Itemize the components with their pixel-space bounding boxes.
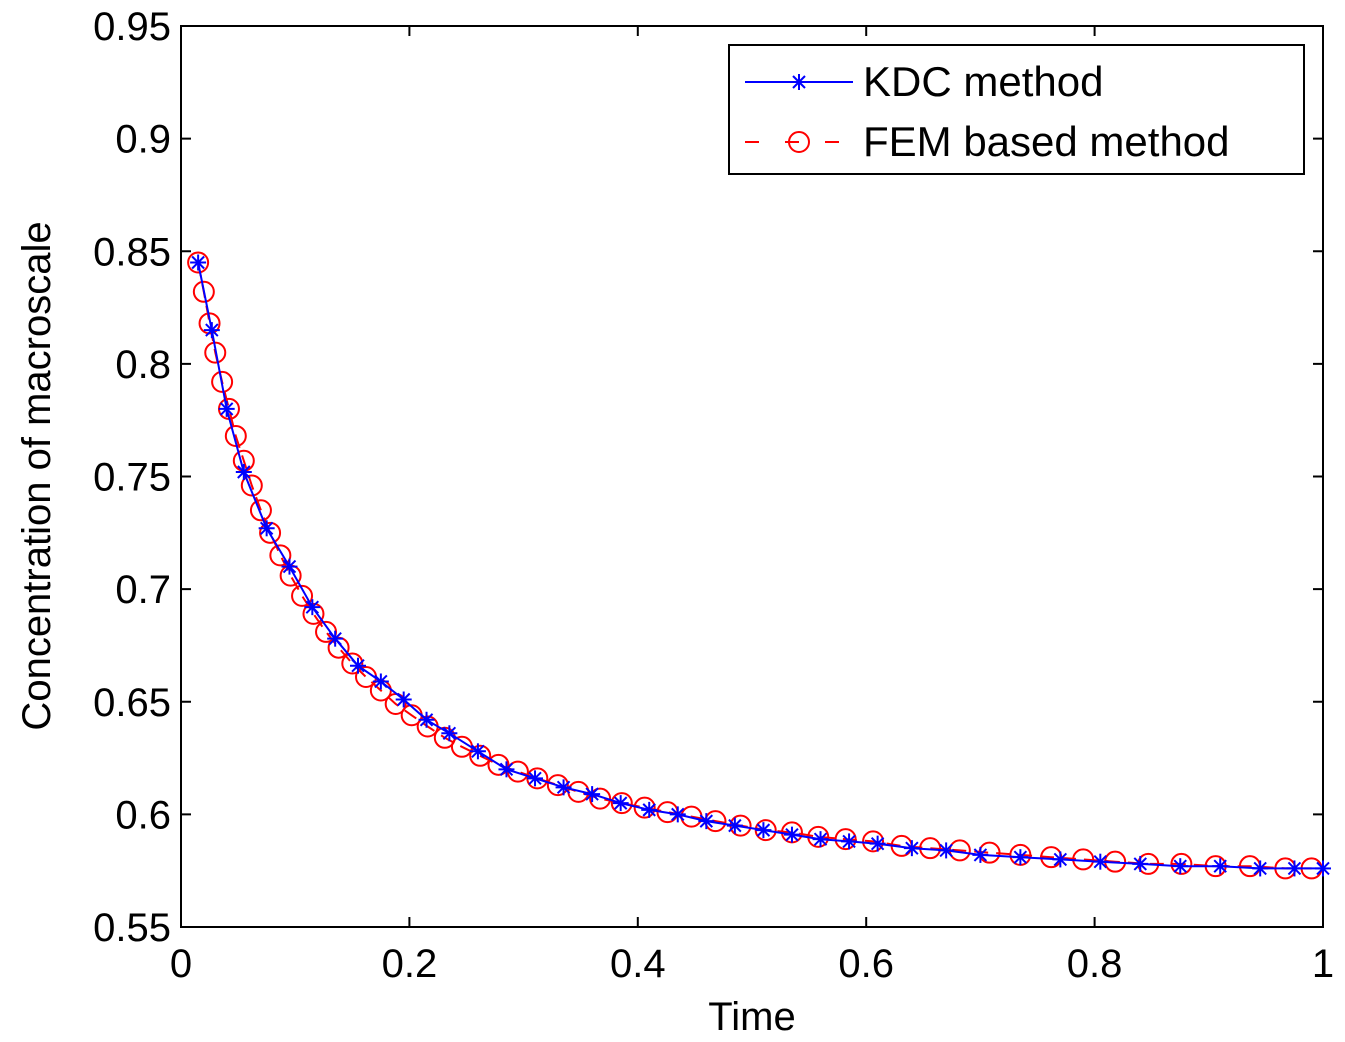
legend-box (728, 44, 1305, 175)
kdc-point (641, 801, 658, 818)
kdc-point (812, 831, 829, 848)
kdc-point (469, 743, 486, 760)
kdc-point (203, 322, 220, 339)
fem-point (211, 370, 234, 393)
kdc-point (1092, 853, 1109, 870)
kdc-point (972, 846, 989, 863)
y-tick-label: 0.85 (93, 230, 171, 274)
kdc-point (498, 761, 515, 778)
kdc-point (1212, 858, 1229, 875)
fem-point (187, 251, 210, 274)
kdc-point (584, 786, 601, 803)
fem-point (192, 280, 215, 303)
fem-point (341, 652, 364, 675)
kdc-point (281, 558, 298, 575)
kdc-point (938, 842, 955, 859)
y-tick-label: 0.7 (115, 568, 171, 612)
kdc-point (327, 630, 344, 647)
kdc-point (783, 826, 800, 843)
kdc-point (235, 463, 252, 480)
fem-point (302, 602, 325, 625)
fem-point (259, 521, 282, 544)
legend-fem-label: FEM based method (863, 118, 1230, 165)
x-tick-label: 0 (170, 942, 192, 986)
kdc-point (1315, 860, 1331, 877)
y-tick-label: 0.75 (93, 456, 171, 500)
kdc-point (903, 840, 920, 857)
kdc-point (350, 657, 367, 674)
fem-point (249, 499, 272, 522)
x-axis-label: Time (708, 995, 795, 1039)
fem-point (546, 774, 569, 797)
legend-kdc-sample (745, 74, 853, 90)
y-tick-label: 0.65 (93, 681, 171, 725)
kdc-point (726, 817, 743, 834)
kdc-point (555, 779, 572, 796)
legend-kdc-label: KDC method (863, 58, 1103, 105)
fem-point (291, 584, 314, 607)
legend: KDC method FEM based method (728, 44, 1305, 175)
series-layer (187, 251, 1331, 880)
legend-fem-sample (745, 131, 853, 153)
kdc-point (441, 725, 458, 742)
fem-point (1170, 852, 1193, 875)
legend-kdc-marker (791, 74, 807, 90)
x-tick-label: 0.8 (1067, 942, 1123, 986)
fem-point (834, 828, 857, 851)
kdc-point (1012, 849, 1029, 866)
kdc-point (669, 806, 686, 823)
kdc-point (527, 770, 544, 787)
kdc-point (755, 822, 772, 839)
kdc-point (395, 691, 412, 708)
fem-point (610, 792, 633, 815)
kdc-point (1172, 858, 1189, 875)
fem-point (269, 544, 292, 567)
kdc-point (372, 673, 389, 690)
fem-point (862, 830, 885, 853)
legend-fem-marker (788, 131, 810, 153)
kdc-point (190, 254, 207, 271)
kdc-point (612, 795, 629, 812)
x-axis: 0 0.2 0.4 0.6 0.8 1 (170, 26, 1334, 986)
plot-area (180, 25, 1324, 928)
series-line-kdc (197, 262, 1323, 870)
kdc-point (1052, 851, 1069, 868)
kdc-point (1132, 855, 1149, 872)
kdc-point (1286, 860, 1303, 877)
kdc-point (698, 813, 715, 830)
fem-point (633, 796, 656, 819)
y-axis: 0.55 0.6 0.65 0.7 0.75 0.8 0.85 0.9 0.95 (93, 5, 1323, 950)
fem-point (469, 744, 492, 767)
x-tick-label: 0.4 (610, 942, 666, 986)
fem-point (240, 474, 263, 497)
kdc-point (218, 400, 235, 417)
fem-point (487, 753, 510, 776)
y-axis-label: Concentration of macroscale (15, 221, 59, 730)
x-tick-label: 0.6 (838, 942, 894, 986)
kdc-point (1252, 860, 1269, 877)
fem-point (589, 787, 612, 810)
y-tick-label: 0.6 (115, 793, 171, 837)
fem-point (204, 341, 227, 364)
kdc-point (841, 833, 858, 850)
kdc-point (304, 599, 321, 616)
y-tick-label: 0.55 (93, 906, 171, 950)
y-tick-label: 0.9 (115, 118, 171, 162)
series-markers-kdc (190, 254, 1331, 877)
y-tick-label: 0.8 (115, 343, 171, 387)
kdc-point (258, 520, 275, 537)
x-tick-label: 1 (1312, 942, 1334, 986)
kdc-point (869, 835, 886, 852)
y-tick-label: 0.95 (93, 5, 171, 49)
x-tick-label: 0.2 (382, 942, 438, 986)
kdc-point (418, 711, 435, 728)
